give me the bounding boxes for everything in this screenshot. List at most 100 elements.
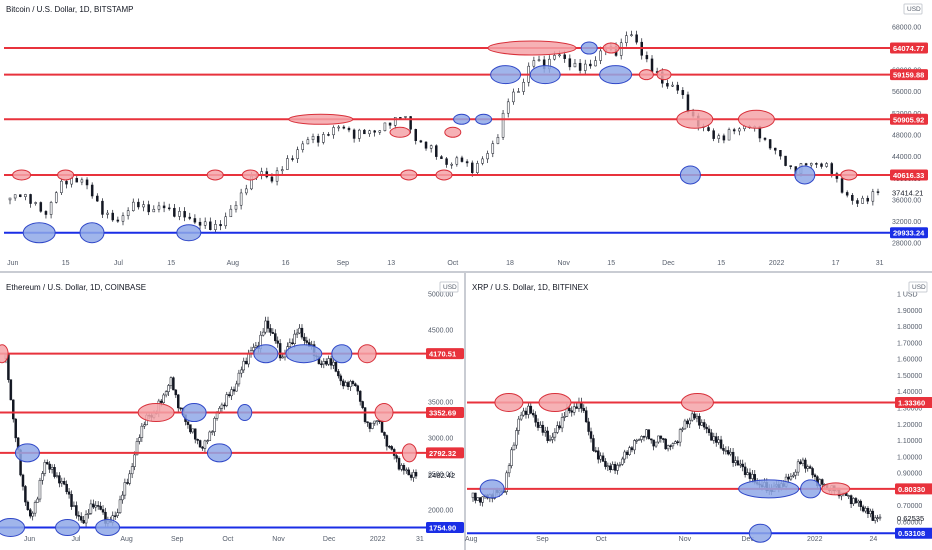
resistance-marker	[435, 169, 453, 181]
candle-body	[41, 473, 44, 481]
x-tick-label: 18	[506, 260, 514, 267]
candle-body	[649, 438, 653, 441]
candle-body	[851, 194, 854, 201]
candle-body	[724, 450, 728, 452]
candle-body	[75, 178, 79, 183]
candle-body	[719, 439, 723, 449]
candle-body	[729, 451, 732, 455]
candle-body	[352, 129, 356, 139]
candle-body	[293, 333, 296, 344]
candle-body	[789, 475, 793, 480]
candle-body	[147, 204, 150, 213]
candle-body	[385, 435, 389, 447]
candle-body	[693, 413, 696, 419]
candle-body	[578, 62, 582, 71]
candle-body	[404, 116, 407, 118]
candle-body	[671, 443, 675, 447]
candle-body	[707, 428, 711, 434]
candle-body	[596, 450, 600, 460]
support-marker	[453, 113, 471, 125]
level-price-tag	[426, 521, 464, 533]
candle-body	[206, 440, 209, 442]
candle-body	[695, 415, 699, 419]
candle-body	[31, 512, 34, 517]
candle-body	[77, 515, 81, 517]
candle-body	[101, 200, 104, 215]
candle-body	[44, 211, 48, 215]
ethereum-chart-panel[interactable]: 2000.00 2500.00 3000.00 3500.00 4500.00 5000.…	[0, 281, 464, 543]
candle-body	[356, 385, 360, 392]
candle-body	[132, 201, 135, 211]
candle-body	[806, 466, 810, 469]
level-price-tag	[426, 348, 464, 360]
y-tick-label: 36000.00	[892, 197, 921, 204]
support-marker	[55, 519, 81, 537]
candle-body	[465, 161, 469, 164]
candle-body	[130, 466, 134, 475]
candle-body	[121, 215, 125, 222]
candle-body	[642, 436, 646, 438]
candle-body	[176, 394, 180, 409]
last-price-label: 37414.21	[892, 188, 923, 197]
candle-body	[407, 469, 410, 476]
candle-body	[395, 455, 398, 459]
x-tick-label: 31	[416, 536, 424, 543]
candle-body	[606, 465, 610, 468]
y-tick-label: 1.00000	[897, 454, 922, 461]
candle-body	[303, 336, 306, 341]
last-price-label: 2482.42	[428, 471, 455, 480]
candle-body	[38, 480, 42, 500]
xrp-chart-panel[interactable]: 0.600000.700000.800000.900001.000001.100…	[465, 281, 932, 543]
candle-body	[189, 424, 192, 433]
y-tick-label: 1.80000	[897, 324, 922, 331]
candle-body	[337, 126, 340, 129]
candle-body	[611, 464, 614, 471]
level-price-tag	[890, 227, 928, 239]
candle-body	[349, 381, 352, 388]
bitcoin-chart-title: Bitcoin / U.S. Dollar, 1D, BITSTAMP	[6, 5, 133, 14]
candle-body	[450, 163, 453, 166]
candle-body	[99, 505, 102, 510]
x-tick-label: Aug	[465, 536, 478, 543]
resistance-marker	[638, 69, 654, 81]
candle-body	[400, 465, 403, 470]
x-tick-label: 2022	[807, 536, 823, 543]
candle-body	[85, 179, 89, 186]
support-marker	[331, 344, 353, 364]
x-tick-label: 15	[717, 260, 725, 267]
candle-body	[29, 509, 32, 517]
candle-body	[24, 486, 27, 503]
candle-body	[111, 212, 114, 221]
candle-body	[686, 420, 689, 425]
y-tick-label: 56000.00	[892, 89, 921, 96]
support-marker	[738, 479, 800, 499]
candle-body	[121, 494, 124, 501]
y-tick-label: 48000.00	[892, 133, 921, 140]
candle-body	[174, 389, 178, 396]
bitcoin-chart-panel[interactable]: 28000.0032000.0036000.0040000.0044000.00…	[4, 3, 928, 267]
candle-body	[563, 54, 566, 59]
candle-body	[286, 158, 289, 170]
candle-body	[224, 216, 227, 227]
candle-body	[666, 83, 669, 87]
candle-body	[113, 515, 117, 517]
candle-body	[666, 445, 670, 450]
level-price-tag	[426, 447, 464, 459]
candle-body	[266, 320, 270, 329]
candle-body	[476, 497, 480, 501]
candle-body	[637, 439, 641, 441]
level-price-tag	[895, 397, 932, 409]
y-tick-label: 28000.00	[892, 241, 921, 248]
candle-body	[295, 332, 299, 335]
candle-body	[223, 404, 226, 407]
candle-body	[478, 497, 482, 503]
candle-body	[288, 342, 292, 347]
candle-body	[722, 135, 726, 141]
resistance-marker	[821, 482, 851, 496]
candle-body	[717, 439, 720, 443]
candle-body	[801, 459, 805, 464]
candle-body	[351, 381, 355, 385]
level-price-tag	[890, 69, 928, 81]
candle-body	[375, 420, 379, 422]
candle-body	[534, 414, 537, 423]
